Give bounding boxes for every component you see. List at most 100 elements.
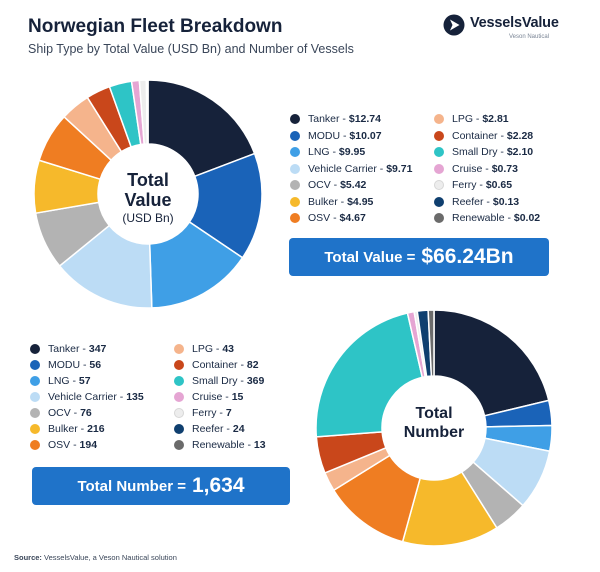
number-legend-text: LNG - 57	[48, 374, 91, 388]
number-legend-category: Vehicle Carrier -	[48, 391, 127, 403]
source-text: VesselsValue, a Veson Nautical solution	[41, 553, 177, 562]
value-legend-text: Reefer - $0.13	[452, 195, 519, 209]
value-legend-value: $2.81	[482, 113, 509, 125]
value-legend-category: OSV -	[308, 212, 340, 224]
value-legend-text: LNG - $9.95	[308, 145, 365, 159]
number-legend-swatch	[30, 392, 40, 402]
value-legend-text: Vehicle Carrier - $9.71	[308, 162, 412, 176]
total-value-label: Total Value =	[324, 248, 416, 266]
total-number-label: Total Number =	[77, 477, 186, 495]
number-legend-text: Container - 82	[192, 358, 259, 372]
number-legend-category: OSV -	[48, 439, 80, 451]
value-legend-value: $12.74	[348, 113, 381, 125]
value-legend-text: Cruise - $0.73	[452, 162, 518, 176]
value-legend-category: OCV -	[308, 179, 341, 191]
value-legend-text: OCV - $5.42	[308, 178, 366, 192]
value-legend-swatch	[290, 114, 300, 124]
number-legend-value: 216	[87, 423, 105, 435]
value-legend-category: Cruise -	[452, 162, 492, 175]
number-donut-chart	[315, 309, 553, 547]
number-legend-text: Vehicle Carrier - 135	[48, 390, 144, 404]
number-legend-swatch	[30, 440, 40, 450]
value-legend-text: Bulker - $4.95	[308, 195, 373, 209]
number-legend-swatch	[174, 344, 184, 354]
number-legend-swatch	[30, 376, 40, 386]
value-slice-tanker	[147, 79, 256, 178]
number-legend-text: Small Dry - 369	[192, 374, 264, 388]
number-legend-swatch	[30, 360, 40, 370]
value-legend-swatch	[434, 196, 444, 207]
number-legend-text: OSV - 194	[48, 438, 97, 452]
number-legend-swatch	[174, 376, 184, 386]
value-legend-value: $5.42	[340, 179, 367, 191]
number-legend-value: 135	[126, 391, 144, 403]
value-legend-category: Bulker -	[308, 195, 348, 208]
value-legend-category: Tanker -	[308, 113, 349, 125]
value-legend-swatch	[290, 147, 300, 157]
page-subtitle: Ship Type by Total Value (USD Bn) and Nu…	[28, 42, 354, 56]
number-legend-category: Container -	[192, 359, 247, 371]
number-legend-text: MODU - 56	[48, 358, 101, 372]
number-legend-value: 24	[232, 423, 245, 435]
value-legend-value: $9.71	[386, 162, 413, 175]
number-donut-center-label: Total Number	[374, 404, 494, 442]
value-legend-value: $9.95	[338, 146, 366, 158]
number-legend-text: Reefer - 24	[192, 422, 245, 436]
number-legend-value: 194	[79, 439, 98, 451]
value-legend-category: Vehicle Carrier -	[308, 162, 387, 175]
number-legend-text: Renewable - 13	[192, 438, 266, 452]
value-legend-value: $0.73	[491, 162, 518, 175]
number-legend-text: Ferry - 7	[192, 406, 232, 420]
logo-tagline: Veson Nautical	[509, 34, 550, 40]
number-legend-category: Small Dry -	[192, 375, 247, 387]
number-legend-category: Tanker -	[48, 343, 89, 355]
value-center-line3: (USD Bn)	[122, 211, 174, 225]
value-legend-value: $0.65	[485, 179, 513, 191]
number-legend-swatch	[174, 360, 184, 370]
number-legend: Tanker - 347 MODU - 56 LNG - 57 Vehicle Car…	[30, 342, 320, 454]
number-legend-category: Bulker -	[48, 423, 88, 435]
number-legend-swatch	[30, 408, 40, 418]
value-legend-text: MODU - $10.07	[308, 129, 382, 143]
number-legend-swatch	[30, 424, 40, 434]
value-legend-text: Container - $2.28	[452, 129, 533, 143]
logo-name: VesselsValue	[470, 15, 559, 31]
value-legend-category: Small Dry -	[452, 146, 507, 158]
value-legend-swatch	[434, 147, 444, 157]
number-legend-category: Renewable -	[192, 439, 254, 451]
number-legend-category: LPG -	[192, 343, 223, 355]
number-legend-value: 43	[222, 343, 235, 355]
value-legend-category: LNG -	[308, 146, 339, 158]
value-legend-swatch	[434, 180, 444, 190]
value-legend-text: Small Dry - $2.10	[452, 145, 533, 159]
number-center-line2: Number	[403, 424, 465, 441]
number-legend-category: LNG -	[48, 375, 79, 387]
value-donut-chart	[33, 79, 263, 309]
value-donut-center-label: Total Value (USD Bn)	[88, 170, 208, 226]
value-legend: Tanker - $12.74 MODU - $10.07 LNG - $9.95 V…	[290, 112, 580, 228]
number-legend-category: Reefer -	[192, 423, 233, 435]
value-legend-swatch	[434, 130, 444, 141]
value-legend-value: $2.28	[506, 129, 534, 142]
value-legend-text: LPG - $2.81	[452, 112, 509, 126]
number-legend-text: Cruise - 15	[192, 390, 243, 404]
value-center-line1: Total	[127, 170, 169, 190]
value-center-line2: Value	[124, 190, 172, 210]
vesselsvalue-logo: VesselsValue Veson Nautical	[443, 14, 563, 44]
number-slice-renewable	[427, 309, 435, 377]
number-legend-value: 56	[89, 359, 102, 371]
number-legend-value: 15	[231, 391, 244, 403]
number-legend-value: 369	[246, 375, 265, 387]
value-legend-category: Ferry -	[452, 179, 486, 191]
value-legend-category: Reefer -	[452, 195, 493, 208]
value-legend-category: MODU -	[308, 129, 350, 142]
value-legend-text: OSV - $4.67	[308, 211, 366, 225]
number-slice-tanker	[433, 309, 550, 417]
number-legend-category: OCV -	[48, 407, 81, 419]
value-legend-swatch	[290, 196, 300, 207]
value-legend-swatch	[434, 114, 444, 124]
number-slice-small-dry	[315, 312, 424, 438]
source-note: Source: VesselsValue, a Veson Nautical s…	[14, 553, 177, 562]
value-legend-category: Renewable -	[452, 212, 514, 224]
total-value-amount: $66.24Bn	[421, 245, 514, 268]
